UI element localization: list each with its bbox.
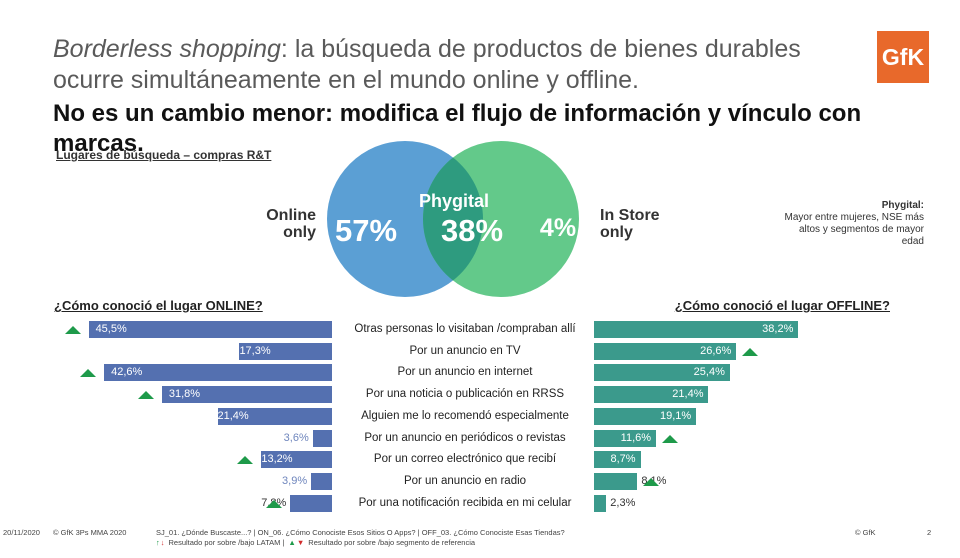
online-bar [312, 429, 332, 447]
online-bar [239, 342, 332, 360]
category-label: Alguien me lo recomendó especialmente [361, 409, 569, 422]
offline-bar [594, 472, 638, 490]
phygital-overlap [423, 157, 483, 281]
online-value-label: 31,8% [168, 388, 201, 401]
online-value-label: 42,6% [111, 366, 143, 379]
offline-value-label: 19,1% [659, 409, 692, 422]
triangle-up-icon: ▲ [288, 538, 296, 547]
online-bar [290, 494, 332, 512]
footer-source: © GfK 3Ps MMA 2020 [53, 528, 127, 537]
footer-questions: SJ_01. ¿Dónde Buscaste...? | ON_06. ¿Cóm… [156, 528, 565, 537]
offline-bar [594, 321, 799, 338]
offline-bar [594, 407, 697, 425]
title-rest: : la búsqueda de productos de bienes dur… [53, 35, 801, 94]
online-up-triangle-icon [266, 499, 283, 508]
slide-title: Borderless shopping: la búsqueda de prod… [53, 34, 873, 96]
instore-only-label: In Store only [600, 207, 660, 241]
offline-bar [594, 429, 657, 447]
offline-up-triangle-icon [742, 347, 759, 356]
phygital-label: Phygital [419, 191, 489, 211]
offline-heading: ¿Cómo conoció el lugar OFFLINE? [674, 298, 890, 313]
offline-bar [594, 386, 709, 404]
offline-value-label: 21,4% [672, 388, 704, 401]
category-label: Por una noticia o publicación en RRSS [365, 388, 565, 401]
online-value: 57% [335, 213, 397, 248]
down-arrow-icon: ↓ [160, 538, 165, 547]
offline-bar [594, 342, 737, 360]
online-bar [104, 364, 332, 382]
online-bar [311, 472, 332, 490]
venn-diagram: 57% Phygital 38% 4% [327, 141, 579, 297]
section-subheading: Lugares de búsqueda – compras R&T [56, 148, 272, 162]
note-text: Mayor entre mujeres, NSE más altos y seg… [784, 212, 925, 247]
offline-value-label: 26,6% [700, 344, 732, 357]
offline-value-label: 2,3% [610, 496, 636, 509]
online-up-triangle-icon [64, 326, 81, 334]
offline-bar [594, 364, 730, 382]
gfk-logo: GfK [877, 31, 929, 83]
triangle-down-icon: ▼ [296, 538, 305, 547]
category-label: Por un anuncio en TV [409, 344, 521, 357]
page-number: 2 [927, 528, 932, 537]
phygital-value: 38% [441, 213, 503, 248]
title-italic: Borderless shopping [53, 35, 281, 63]
online-up-triangle-icon [237, 456, 254, 465]
instore-value: 4% [540, 214, 576, 242]
online-value-label: 3,9% [282, 474, 308, 487]
category-label: Por un anuncio en radio [403, 474, 527, 487]
legend-latam: Resultado por sobre /bajo LATAM | [168, 538, 285, 547]
online-value-label: 21,4% [217, 409, 249, 422]
slide-subtitle: No es un cambio menor: modifica el flujo… [53, 100, 862, 157]
online-value-label: 45,5% [95, 323, 127, 335]
category-label: Otras personas lo visitaban /compraban a… [354, 323, 576, 335]
online-only-label: Online only [266, 207, 316, 241]
offline-value-label: 38,2% [762, 323, 794, 335]
online-value-label: 13,2% [261, 453, 293, 466]
offline-bar [594, 494, 607, 512]
phygital-note: Phygital: Mayor entre mujeres, NSE más a… [774, 200, 925, 248]
offline-value-label: 11,6% [620, 431, 652, 444]
footer-legend: ↑ ↓ Resultado por sobre /bajo LATAM | ▲ ▼ … [156, 538, 475, 548]
footer-date: 20/11/2020 [3, 528, 40, 537]
online-up-triangle-icon [80, 369, 97, 378]
online-bar [88, 321, 332, 338]
offline-up-triangle-icon [662, 434, 679, 443]
online-heading: ¿Cómo conoció el lugar ONLINE? [54, 298, 263, 313]
footer-copyright: © GfK [855, 528, 876, 537]
online-bar [217, 407, 332, 425]
online-bar [261, 451, 332, 469]
category-label: Por un anuncio en internet [397, 366, 533, 379]
offline-value-label: 8,7% [610, 453, 636, 466]
category-label: Por una notificación recibida en mi celu… [358, 496, 572, 509]
online-value-label: 17,3% [239, 344, 271, 357]
up-arrow-icon: ↑ [156, 538, 160, 547]
offline-bar [594, 451, 641, 469]
category-label: Por un correo electrónico que recibí [373, 453, 557, 466]
offline-value-label: 25,4% [693, 366, 725, 379]
online-bar [161, 386, 332, 404]
online-up-triangle-icon [137, 391, 154, 400]
offline-up-triangle-icon [643, 477, 660, 486]
online-value-label: 3,6% [283, 431, 309, 444]
legend-segment: Resultado por sobre /bajo segmento de re… [308, 538, 476, 547]
category-label: Por un anuncio en periódicos o revistas [364, 431, 566, 444]
note-title: Phygital: [881, 200, 924, 211]
